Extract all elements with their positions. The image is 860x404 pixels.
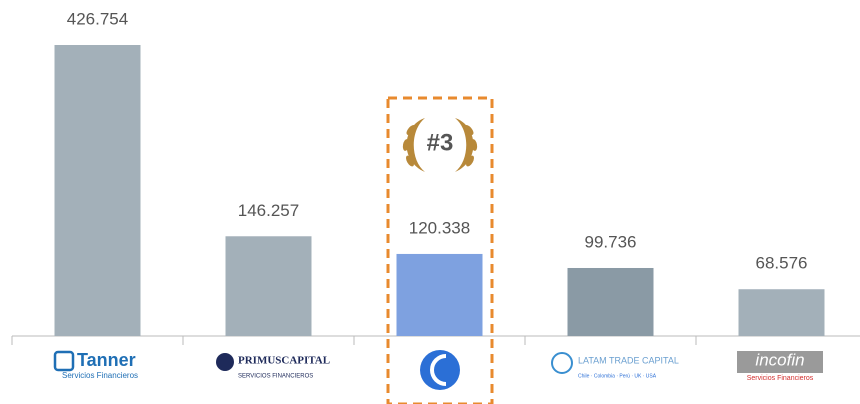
value-label: 146.257 bbox=[238, 201, 299, 220]
tanner-icon bbox=[53, 350, 75, 372]
latam-icon bbox=[551, 352, 573, 374]
category-label: Tanner bbox=[77, 350, 136, 370]
value-label: 120.338 bbox=[409, 218, 470, 237]
laurel bbox=[402, 118, 478, 172]
category-label: PRIMUSCAPITAL bbox=[238, 355, 330, 367]
logo-3-mark bbox=[430, 354, 447, 386]
bar bbox=[54, 45, 141, 336]
logo-3 bbox=[420, 350, 460, 390]
primus-icon bbox=[216, 353, 234, 371]
category-sublabel: SERVICIOS FINANCIEROS bbox=[238, 374, 313, 380]
value-label: 426.754 bbox=[67, 9, 128, 28]
value-label: 99.736 bbox=[585, 232, 637, 251]
incofin-box bbox=[737, 351, 823, 373]
category-label: incofin bbox=[755, 350, 804, 369]
rank-label: #3 bbox=[427, 129, 454, 156]
bar bbox=[396, 253, 483, 336]
bar bbox=[567, 267, 654, 336]
bar bbox=[738, 289, 825, 336]
highlight-box bbox=[386, 96, 494, 404]
value-label: 68.576 bbox=[756, 254, 808, 273]
category-label: LATAM TRADE CAPITAL bbox=[578, 355, 679, 365]
category-sublabel: Chile · Colombia · Perú · UK · USA bbox=[578, 373, 657, 379]
category-sublabel: Servicios Financieros bbox=[747, 375, 814, 382]
bar bbox=[225, 236, 312, 336]
category-sublabel: Servicios Financieros bbox=[62, 371, 138, 380]
